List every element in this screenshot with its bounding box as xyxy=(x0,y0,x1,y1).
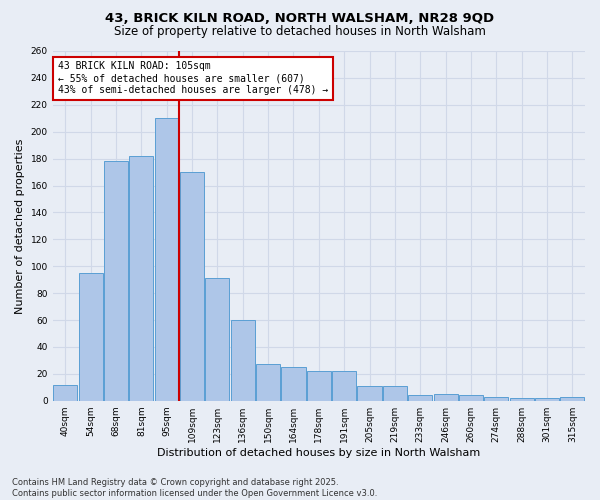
Bar xyxy=(104,162,128,400)
Bar xyxy=(509,398,533,400)
Bar xyxy=(79,273,103,400)
Bar xyxy=(256,364,280,400)
Bar xyxy=(180,172,204,400)
Y-axis label: Number of detached properties: Number of detached properties xyxy=(15,138,25,314)
Bar xyxy=(205,278,229,400)
Bar xyxy=(459,396,483,400)
Bar xyxy=(307,371,331,400)
X-axis label: Distribution of detached houses by size in North Walsham: Distribution of detached houses by size … xyxy=(157,448,481,458)
Bar xyxy=(130,156,154,400)
Text: 43, BRICK KILN ROAD, NORTH WALSHAM, NR28 9QD: 43, BRICK KILN ROAD, NORTH WALSHAM, NR28… xyxy=(106,12,494,26)
Bar xyxy=(155,118,179,400)
Bar xyxy=(53,384,77,400)
Bar xyxy=(535,398,559,400)
Bar xyxy=(281,367,305,400)
Text: Size of property relative to detached houses in North Walsham: Size of property relative to detached ho… xyxy=(114,25,486,38)
Bar xyxy=(484,396,508,400)
Bar xyxy=(434,394,458,400)
Text: Contains HM Land Registry data © Crown copyright and database right 2025.
Contai: Contains HM Land Registry data © Crown c… xyxy=(12,478,377,498)
Bar xyxy=(408,396,432,400)
Bar xyxy=(231,320,255,400)
Bar xyxy=(383,386,407,400)
Bar xyxy=(332,371,356,400)
Text: 43 BRICK KILN ROAD: 105sqm
← 55% of detached houses are smaller (607)
43% of sem: 43 BRICK KILN ROAD: 105sqm ← 55% of deta… xyxy=(58,62,328,94)
Bar xyxy=(560,396,584,400)
Bar xyxy=(358,386,382,400)
